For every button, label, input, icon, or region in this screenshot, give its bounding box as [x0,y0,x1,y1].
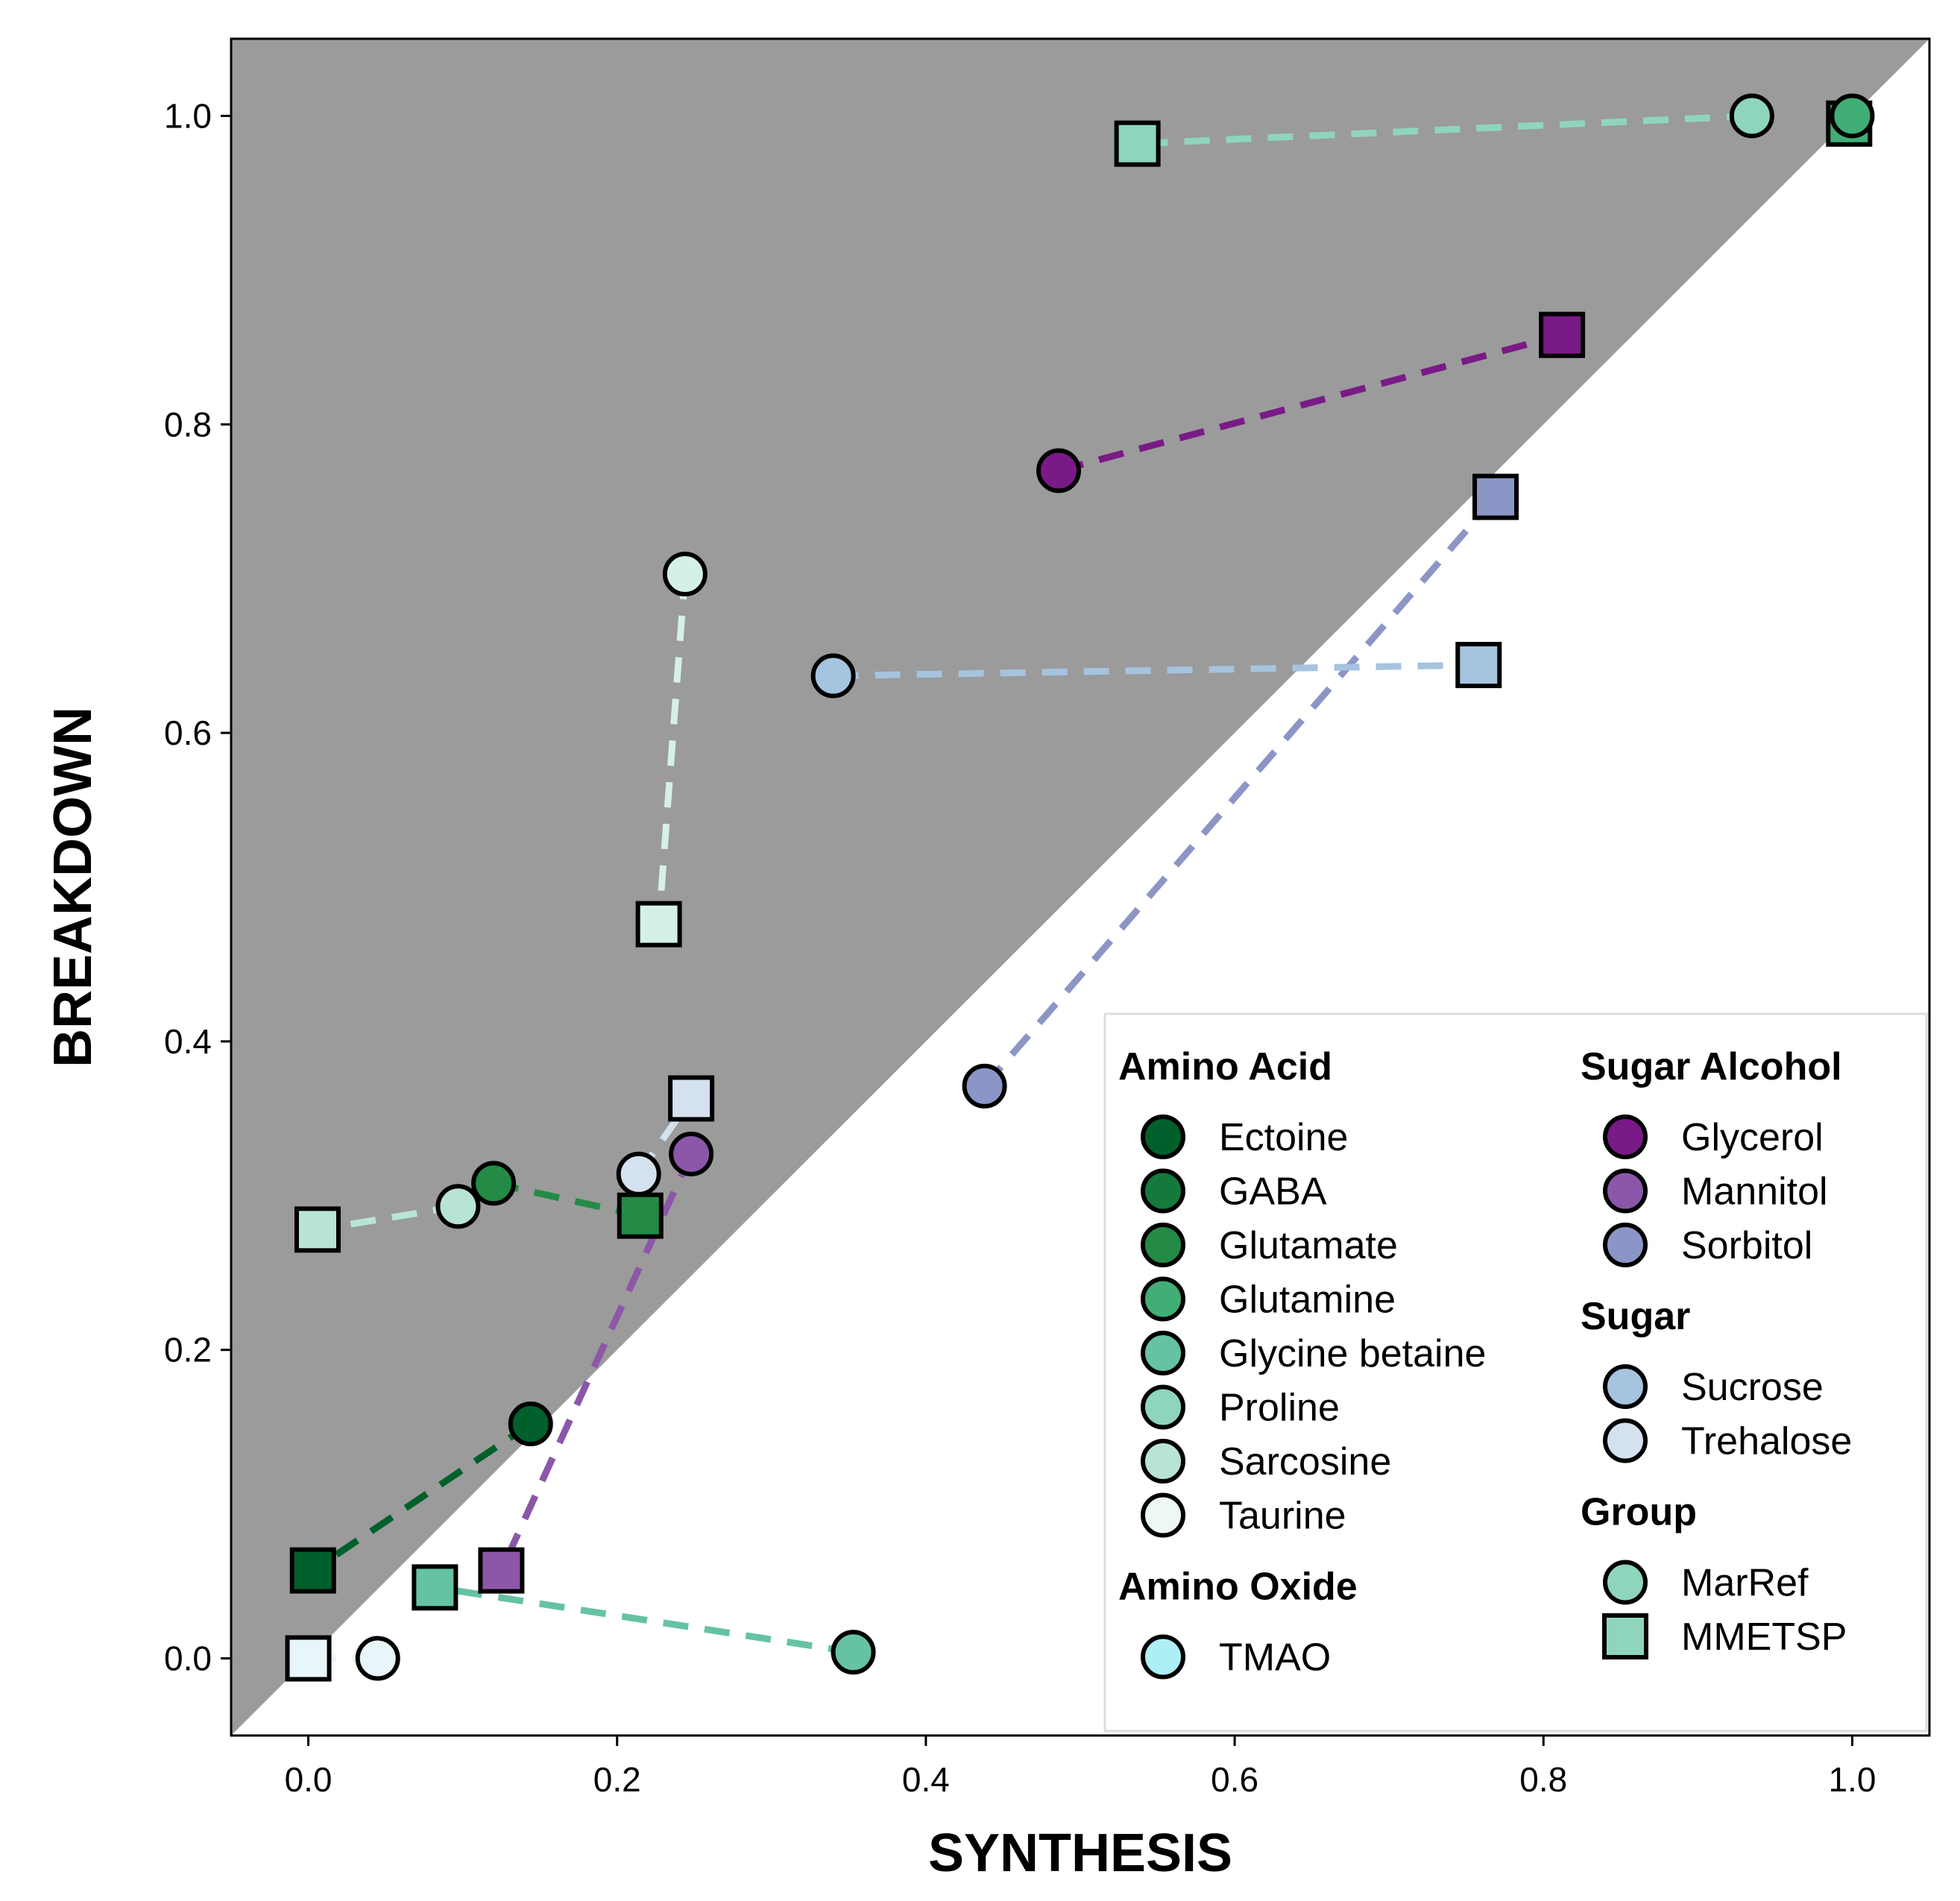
plot-area [231,39,1929,1736]
legend-label: Glutamine [1219,1279,1396,1322]
point-marref-glutamate [471,1161,517,1206]
point-mmetsp-glutamate [617,1192,664,1239]
series-line-proline [1137,112,1753,148]
point-marref-sorbitol [962,1063,1007,1109]
y-tick-label: 0.0 [164,1639,212,1678]
point-marref-sucrose [810,653,856,699]
legend-label: TMAO [1219,1636,1331,1680]
legend-label: MarRef [1681,1562,1809,1605]
legend-key-circle [1603,1115,1648,1159]
legend-key-circle [1141,1223,1185,1267]
axes: 0.0 0.0 0.2 0.2 0.4 0.4 0.6 0.6 0.8 0.8 1.0 1.0 SYNT… [43,37,1931,1883]
legend-title: Sugar [1581,1295,1690,1338]
series-line-glutamate [493,1179,641,1220]
plot-border [230,37,1931,1737]
series-line-mannitol [498,1153,695,1572]
y-tick-label: 0.8 [164,405,212,444]
series-line-sarcosine [317,1202,459,1233]
legend: Amino Acid Ectoine GABA Glutamate Glutamine G… [1103,1012,1928,1733]
series-line-ectoine [311,1421,533,1574]
legend-key-circle [1141,1276,1185,1322]
legend-key-square [1602,1613,1648,1659]
legend-label: Glycerol [1681,1116,1824,1159]
legend-key-circle [1141,1439,1185,1484]
point-marref-ectoine [508,1402,553,1447]
legend-title: Amino Acid [1118,1045,1332,1088]
legend-title: Group [1581,1491,1697,1534]
point-mmetsp-sorbitol [1472,473,1519,520]
legend-label: Sorbitol [1681,1224,1812,1267]
legend-label: GABA [1219,1170,1327,1214]
x-tick-label: 0.2 [593,1760,641,1799]
series-line-glycine-betaine [434,1583,854,1656]
legend-label: Glycine betaine [1219,1332,1486,1375]
legend-label: MMETSP [1681,1615,1847,1659]
x-tick-label: 0.6 [1211,1760,1258,1799]
point-mmetsp-proline [1114,120,1161,167]
x-tick-label: 1.0 [1828,1760,1876,1799]
legend-key-circle [1603,1168,1648,1214]
point-mmetsp-taurine [635,901,682,948]
legend-label: Proline [1219,1387,1340,1430]
shaded-region [231,39,1929,1736]
legend-title: Sugar Alcohol [1581,1045,1842,1088]
legend-title: Amino Oxide [1118,1566,1358,1609]
legend-label: Sarcosine [1219,1440,1391,1484]
legend-key-circle [1603,1418,1648,1463]
legend-key-circle [1141,1331,1185,1375]
legend-key-circle [1141,1634,1185,1680]
point-mmetsp-glycine-betaine [412,1564,459,1611]
y-tick-label: 0.6 [164,713,212,752]
legend-label: Sucrose [1681,1366,1824,1409]
y-tick-label: 0.4 [164,1022,212,1061]
point-mmetsp-trehalose [668,1075,715,1122]
point-marref-proline [1729,93,1774,139]
y-axis-title: BREAKDOWN [43,707,103,1068]
point-mmetsp-tmao [285,1635,332,1682]
series-line-glycerol [1057,331,1563,474]
series-line-sucrose [833,661,1479,680]
point-mmetsp-glycerol [1539,312,1586,359]
x-tick-label: 0.0 [285,1760,333,1799]
legend-key-circle [1141,1115,1185,1159]
series-line-sorbitol [982,494,1499,1088]
point-marref-glutamine [1830,93,1875,139]
point-marref-trehalose [616,1151,661,1197]
legend-label: Mannitol [1681,1170,1828,1214]
legend-key-circle [1141,1492,1185,1538]
x-axis-title: SYNTHESIS [928,1823,1232,1883]
point-marref-taurine [662,551,708,596]
point-mmetsp-ectoine [289,1547,336,1594]
point-mmetsp-sarcosine [294,1206,341,1253]
legend-key-circle [1141,1384,1185,1430]
point-marref-glycerol [1036,448,1082,494]
legend-label: Trehalose [1681,1420,1852,1463]
legend-label: Glutamate [1219,1224,1398,1267]
y-tick-label: 1.0 [164,96,212,135]
point-mmetsp-sucrose [1455,642,1502,689]
x-tick-label: 0.8 [1519,1760,1567,1799]
legend-key-circle [1603,1364,1648,1409]
point-marref-sarcosine [435,1184,481,1229]
series-line-taurine [655,573,689,924]
point-mmetsp-mannitol [478,1547,525,1594]
y-tick-label: 0.2 [164,1331,212,1369]
legend-box [1103,1012,1928,1733]
legend-key-circle [1141,1168,1185,1214]
legend-key-circle [1603,1560,1648,1605]
point-marref-tmao [355,1636,400,1681]
legend-key-circle [1603,1223,1648,1267]
legend-label: Ectoine [1219,1116,1348,1159]
x-tick-label: 0.4 [902,1760,950,1799]
legend-label: Taurine [1219,1495,1346,1538]
point-marref-glycine-betaine [831,1630,876,1675]
point-marref-mannitol [669,1131,714,1176]
